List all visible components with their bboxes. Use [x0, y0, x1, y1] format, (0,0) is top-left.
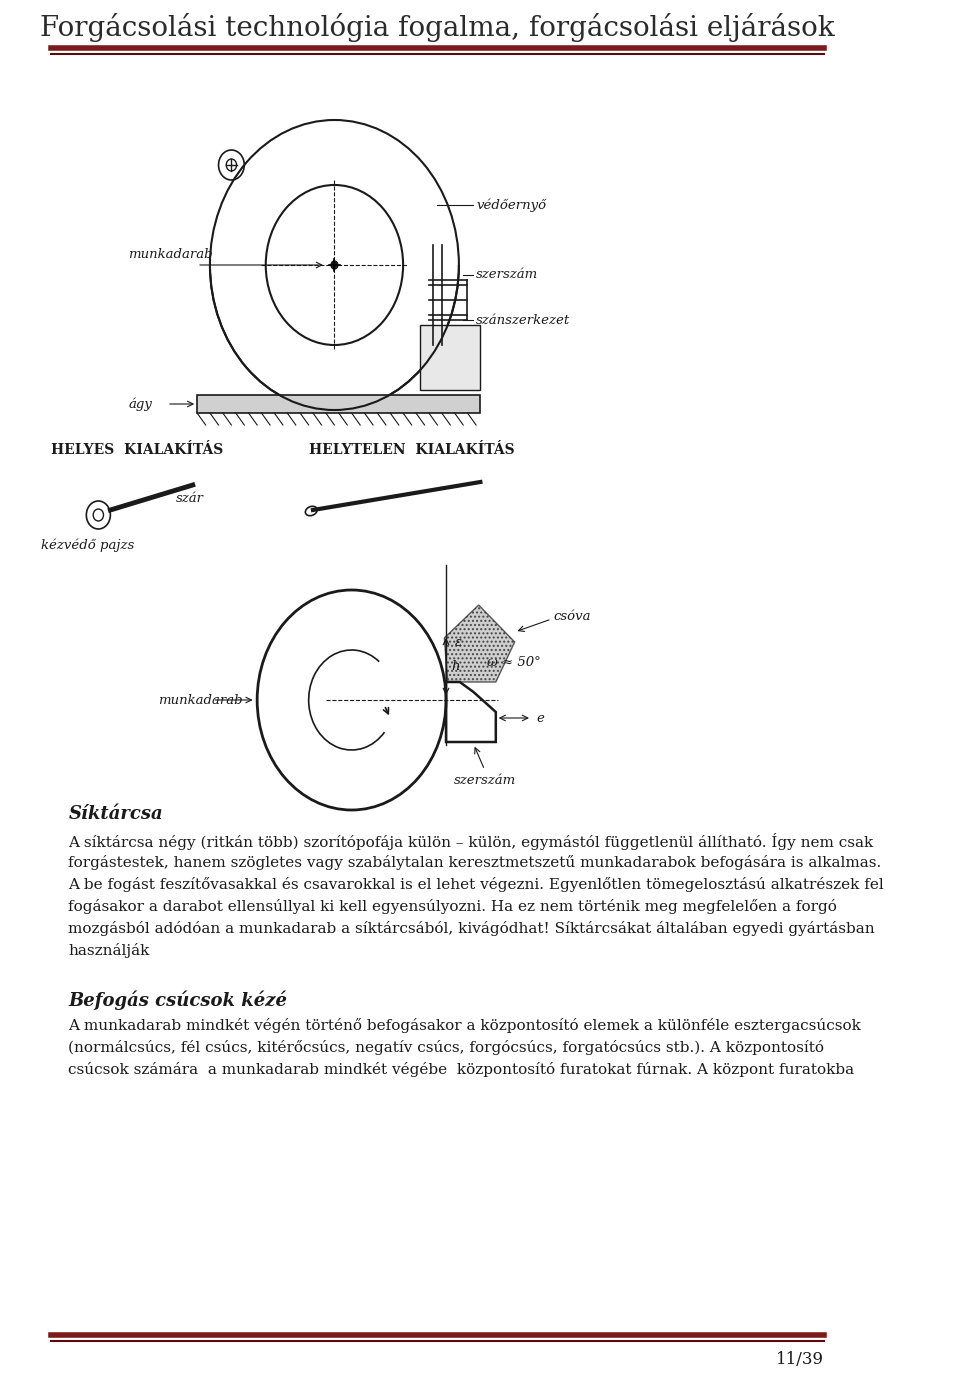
Text: 11/39: 11/39 — [776, 1352, 824, 1368]
Text: (normálcsúcs, fél csúcs, kitérőcsúcs, negatív csúcs, forgócsúcs, forgatócsúcs st: (normálcsúcs, fél csúcs, kitérőcsúcs, ne… — [68, 1040, 825, 1055]
Text: HELYES  KIALAKÍTÁS: HELYES KIALAKÍTÁS — [51, 443, 223, 457]
Polygon shape — [444, 605, 515, 681]
Text: csóva: csóva — [553, 611, 590, 623]
Text: csúcsok számára  a munkadarab mindkét végébe  központosító furatokat fúrnak. A k: csúcsok számára a munkadarab mindkét vég… — [68, 1062, 854, 1078]
Text: HELYTELEN  KIALAKÍTÁS: HELYTELEN KIALAKÍTÁS — [309, 443, 515, 457]
Text: védőernyő: védőernyő — [476, 198, 546, 212]
Circle shape — [331, 260, 338, 269]
Text: forgástestek, hanem szögletes vagy szabálytalan keresztmetszetű munkadarabok bef: forgástestek, hanem szögletes vagy szabá… — [68, 855, 881, 870]
Text: használják: használják — [68, 943, 150, 958]
Text: szár: szár — [176, 492, 204, 504]
Text: ágy: ágy — [129, 397, 153, 411]
Text: kézvédő pajzs: kézvédő pajzs — [40, 539, 133, 551]
Text: h: h — [451, 661, 460, 673]
Text: Forgácsolási technológia fogalma, forgácsolási eljárások: Forgácsolási technológia fogalma, forgác… — [40, 14, 835, 43]
Text: Befogás csúcsok kézé: Befogás csúcsok kézé — [68, 990, 287, 1010]
Bar — [420, 325, 480, 391]
Text: ω ≈ 50°: ω ≈ 50° — [488, 655, 541, 669]
Text: e: e — [537, 712, 544, 724]
Text: A be fogást feszítővasakkal és csavarokkal is el lehet végezni. Egyenlőtlen töme: A be fogást feszítővasakkal és csavarokk… — [68, 877, 884, 892]
Text: ε: ε — [454, 637, 462, 650]
Text: mozgásból adódóan a munkadarab a síktárcsából, kivágódhat! Síktárcsákat általába: mozgásból adódóan a munkadarab a síktárc… — [68, 921, 875, 936]
Text: szánszerkezet: szánszerkezet — [476, 313, 570, 327]
Text: Síktárcsa: Síktárcsa — [68, 805, 163, 823]
Bar — [197, 395, 480, 413]
Text: fogásakor a darabot ellensúllyal ki kell egyensúlyozni. Ha ez nem történik meg m: fogásakor a darabot ellensúllyal ki kell… — [68, 899, 837, 914]
Text: A munkadarab mindkét végén történő befogásakor a központosító elemek a különféle: A munkadarab mindkét végén történő befog… — [68, 1018, 861, 1033]
Text: szerszám: szerszám — [453, 773, 516, 787]
Text: munkadarab: munkadarab — [158, 694, 243, 706]
Text: munkadarab: munkadarab — [129, 248, 213, 262]
Text: szerszám: szerszám — [476, 269, 539, 281]
Text: A síktárcsa négy (ritkán több) szorítópofája külön – külön, egymástól függetlenü: A síktárcsa négy (ritkán több) szorítópo… — [68, 832, 874, 850]
